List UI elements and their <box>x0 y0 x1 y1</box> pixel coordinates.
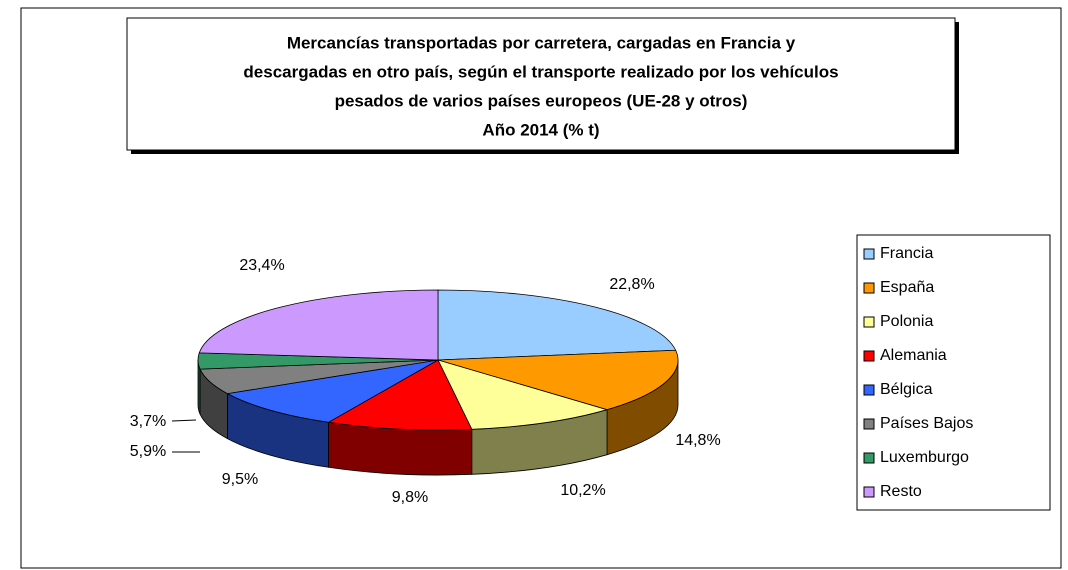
legend-swatch <box>863 316 875 328</box>
legend-label: Francia <box>880 245 933 262</box>
pie-slice <box>437 359 609 430</box>
pie-slice <box>198 289 439 361</box>
data-label: 3,7% <box>130 413 166 430</box>
data-label: 23,4% <box>239 257 284 274</box>
pie-slice <box>437 349 679 411</box>
data-label: 10,2% <box>560 482 605 499</box>
data-label: 9,5% <box>222 471 258 488</box>
legend-swatch <box>863 282 875 294</box>
data-label: 22,8% <box>609 276 654 293</box>
legend-box <box>856 234 1051 511</box>
data-label: 9,8% <box>392 489 428 506</box>
data-label: 14,8% <box>675 432 720 449</box>
leader-line <box>171 419 197 422</box>
title-box <box>126 17 956 151</box>
legend-label: Alemania <box>880 347 947 364</box>
legend-swatch <box>863 350 875 362</box>
data-label: 5,9% <box>130 443 166 460</box>
legend-swatch <box>863 248 875 260</box>
legend-label: Países Bajos <box>880 415 973 432</box>
legend-swatch <box>863 384 875 396</box>
legend-label: España <box>880 279 934 296</box>
legend-swatch <box>863 452 875 464</box>
legend-swatch <box>863 486 875 498</box>
legend-label: Luxemburgo <box>880 449 969 466</box>
legend-label: Polonia <box>880 313 933 330</box>
legend-label: Resto <box>880 483 922 500</box>
legend-label: Bélgica <box>880 381 933 398</box>
chart-title: descargadas en otro país, según el trans… <box>243 62 838 81</box>
pie-slice <box>226 359 439 423</box>
frame <box>20 7 1062 569</box>
pie-slice <box>327 359 473 431</box>
chart-title: Año 2014 (% t) <box>482 120 599 139</box>
chart-title: pesados de varios países europeos (UE-28… <box>335 91 748 110</box>
chart-title: Mercancías transportadas por carretera, … <box>287 33 796 52</box>
pie-slice <box>437 289 677 361</box>
legend-swatch <box>863 418 875 430</box>
